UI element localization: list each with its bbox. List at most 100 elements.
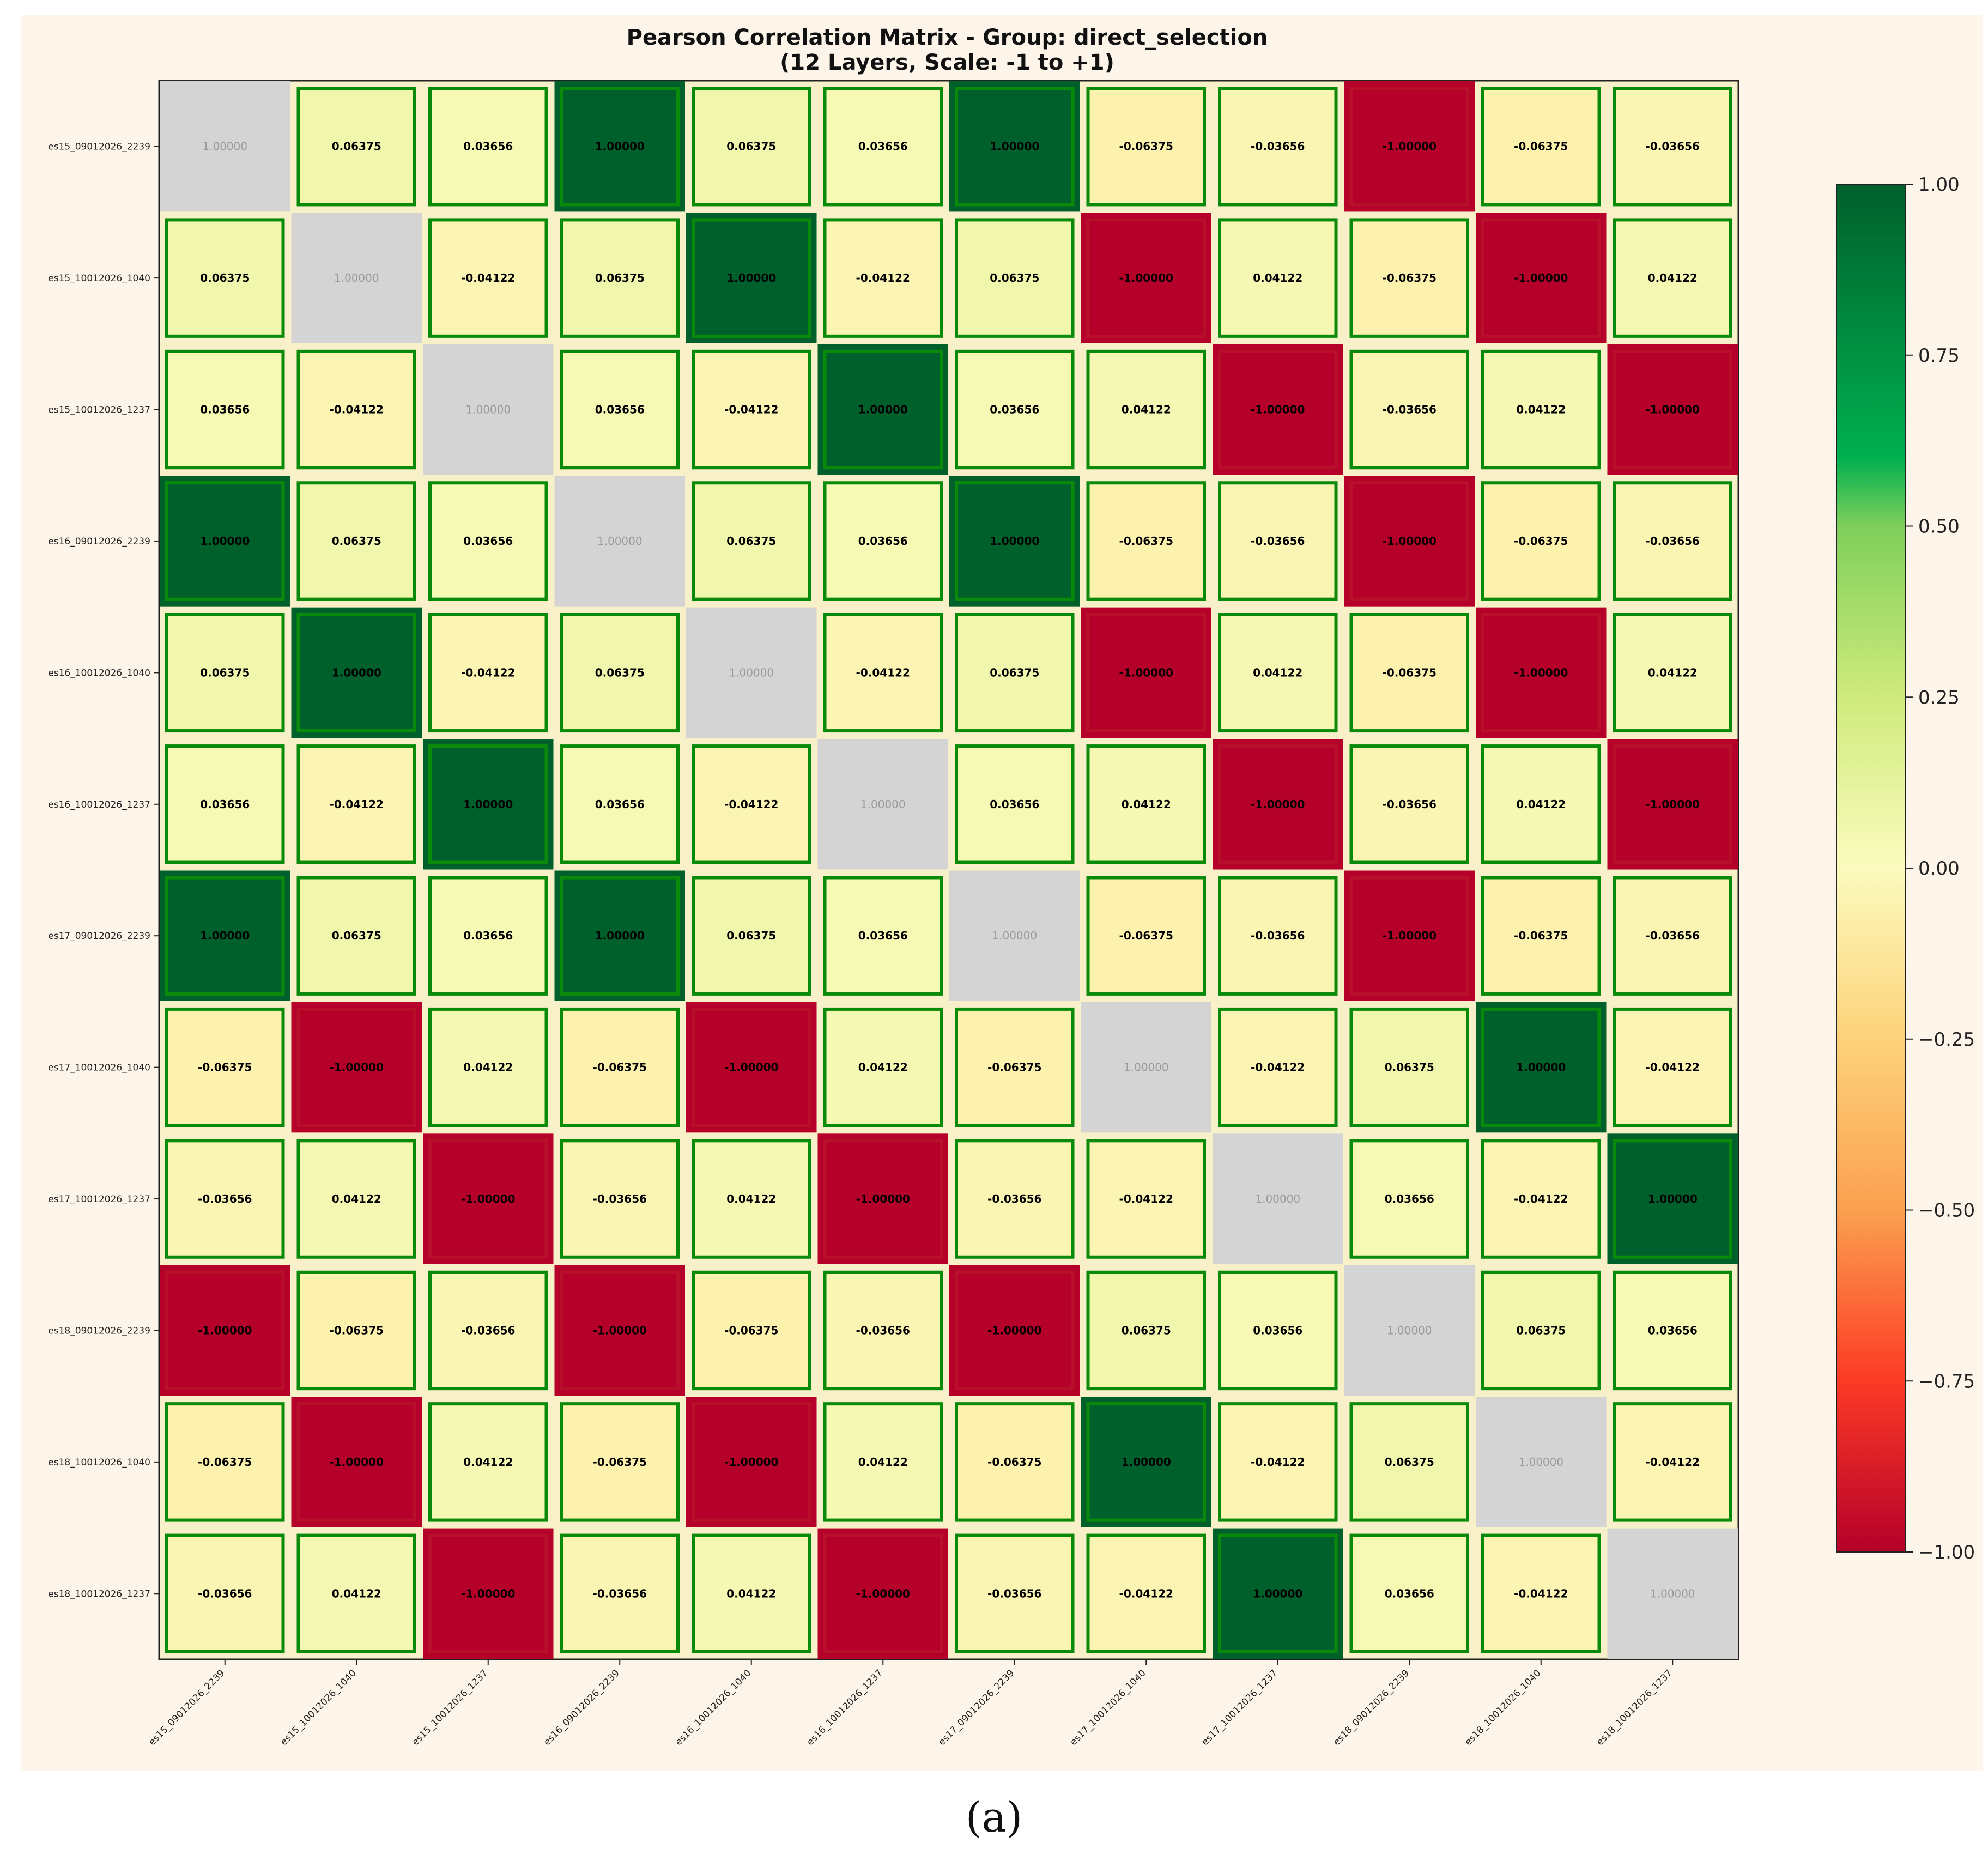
cell-box (428, 1007, 548, 1127)
cell-value-label: 1.00000 (595, 140, 645, 153)
heatmap-cell: -1.00000 (423, 1133, 554, 1264)
cell-box (1349, 218, 1469, 338)
heatmap-cell: -0.03656 (1613, 876, 1732, 996)
heatmap-cell: -0.06375 (955, 1402, 1075, 1522)
cell-value-label: -1.00000 (593, 1324, 647, 1337)
cell-value-label: 0.04122 (463, 1061, 513, 1074)
colorbar-tick-label: 1.00 (1918, 174, 1960, 196)
cell-box (428, 1402, 548, 1522)
cell-value-label: -0.04122 (724, 798, 778, 811)
heatmap-cell: 1.00000 (423, 739, 554, 870)
heatmap-cell: -1.00000 (291, 1002, 422, 1133)
heatmap-cell: -1.00000 (1344, 476, 1475, 607)
heatmap-cell: 0.03656 (823, 876, 943, 996)
cell-value-label: -0.06375 (724, 1324, 778, 1337)
heatmap-cell: -0.04122 (692, 744, 811, 864)
heatmap-cell: 0.03656 (955, 744, 1075, 864)
cell-box (823, 1533, 943, 1653)
heatmap-cell: 0.06375 (165, 218, 285, 338)
diagonal-cell-fill (949, 870, 1080, 1001)
cell-value-label: -1.00000 (1119, 666, 1173, 679)
heatmap-cell: 0.06375 (296, 87, 416, 207)
cell-box (428, 1270, 548, 1391)
heatmap-cell: -0.03656 (428, 1270, 548, 1391)
cell-box (1613, 349, 1732, 470)
cell-box (165, 613, 285, 733)
cell-box (1086, 744, 1206, 864)
heatmap-cell: 1.00000 (1213, 1528, 1343, 1659)
diagonal-cell-fill (1344, 1265, 1475, 1396)
chart-title-line-1: Pearson Correlation Matrix - Group: dire… (627, 25, 1268, 50)
heatmap-cell: -0.03656 (1349, 349, 1469, 470)
cell-value-label: 1.00000 (1516, 1061, 1566, 1074)
cell-box (428, 1139, 548, 1259)
cell-box (955, 1139, 1075, 1259)
cell-value-label: -1.00000 (856, 1192, 910, 1205)
cell-value-label: 0.04122 (1516, 798, 1566, 811)
cell-box (428, 876, 548, 996)
cell-box (560, 1007, 680, 1127)
cell-box (1349, 349, 1469, 470)
heatmap-cell: 1.00000 (686, 213, 817, 343)
heatmap-cell: -0.03656 (1613, 481, 1732, 601)
heatmap-cell: 1.00000 (554, 476, 685, 607)
cell-box (1481, 1007, 1601, 1127)
cell-value-label: -0.03656 (1646, 535, 1700, 548)
cell-box (692, 1139, 811, 1259)
cell-box (1218, 1402, 1338, 1522)
cell-value-label: -0.06375 (987, 1456, 1041, 1469)
cell-box (1481, 481, 1601, 601)
cell-box (1613, 876, 1732, 996)
heatmap-cell: 1.00000 (1476, 1397, 1607, 1527)
heatmap-cell: 1.00000 (291, 213, 422, 343)
cell-box (296, 87, 416, 207)
colorbar-tick-label: −0.25 (1918, 1029, 1975, 1051)
cell-value-label: 1.00000 (202, 140, 247, 153)
figure-caption: (a) (965, 1793, 1023, 1841)
cell-box (165, 1533, 285, 1653)
cell-value-label: 0.04122 (1516, 403, 1566, 416)
y-tick-label: es17_09012026_2239 (48, 931, 150, 942)
cell-value-label: -0.04122 (724, 403, 778, 416)
cell-value-label: -0.04122 (856, 271, 910, 284)
cell-box (823, 481, 943, 601)
cell-box (296, 613, 416, 733)
cell-box (823, 1402, 943, 1522)
colorbar-tick-label: −0.75 (1918, 1371, 1975, 1392)
heatmap-cell: 0.04122 (823, 1402, 943, 1522)
cell-box (1349, 1533, 1469, 1653)
cell-value-label: 1.00000 (1650, 1587, 1695, 1600)
cell-box (296, 1533, 416, 1653)
cell-box (955, 481, 1075, 601)
cell-box (823, 1007, 943, 1127)
heatmap-cell: 1.00000 (554, 870, 685, 1001)
cell-box (296, 876, 416, 996)
cell-box (560, 1270, 680, 1391)
heatmap-cell: -0.04122 (1481, 1139, 1601, 1259)
y-tick-label: es15_10012026_1237 (48, 405, 150, 416)
heatmap-cell: -1.00000 (554, 1265, 685, 1396)
cell-box (165, 1007, 285, 1127)
cell-box (165, 349, 285, 470)
heatmap-cell: 0.06375 (692, 876, 811, 996)
heatmap-cell: -1.00000 (817, 1528, 948, 1659)
cell-value-label: -1.00000 (1251, 798, 1305, 811)
heatmap-cell: 0.06375 (692, 481, 811, 601)
heatmap-cell: -1.00000 (1081, 607, 1211, 738)
cell-value-label: -1.00000 (987, 1324, 1041, 1337)
heatmap-cell: 0.04122 (1218, 218, 1338, 338)
heatmap-cell: 0.04122 (296, 1533, 416, 1653)
cell-box (296, 349, 416, 470)
cell-value-label: -1.00000 (1646, 403, 1700, 416)
cell-value-label: -1.00000 (461, 1192, 515, 1205)
cell-box (1481, 1533, 1601, 1653)
cell-value-label: 0.03656 (1253, 1324, 1302, 1337)
cell-value-label: -0.06375 (987, 1061, 1041, 1074)
heatmap-cell: -0.06375 (1349, 218, 1469, 338)
heatmap-cell: 0.06375 (955, 218, 1075, 338)
cell-value-label: 0.04122 (332, 1587, 381, 1600)
cell-value-label: -0.06375 (593, 1061, 647, 1074)
cell-value-label: 1.00000 (200, 929, 250, 942)
cell-box (1481, 744, 1601, 864)
cell-value-label: -0.06375 (198, 1456, 252, 1469)
